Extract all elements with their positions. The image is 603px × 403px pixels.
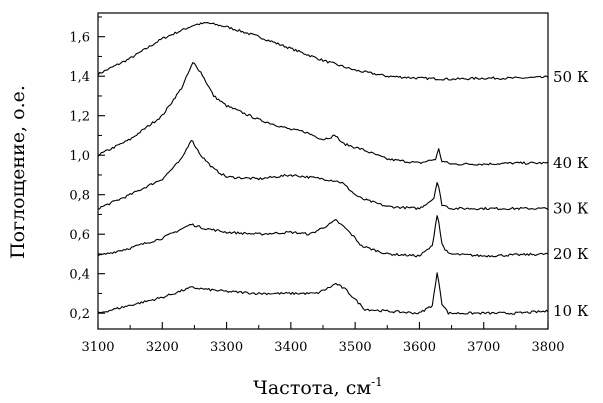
y-tick-label: 0,2 <box>69 307 90 322</box>
y-tick-label: 0,6 <box>69 228 90 243</box>
x-tick-label: 3800 <box>531 340 564 355</box>
y-axis: 0,2 0,4 0,6 0,8 1,0 1,2 1,4 1,6 <box>69 16 105 322</box>
series-labels: 50 К 40 К 30 К 20 К 10 К <box>553 68 589 320</box>
y-tick-label: 1,0 <box>69 149 90 164</box>
series-line <box>97 272 549 315</box>
series-line <box>97 21 549 81</box>
x-tick-label: 3500 <box>339 340 372 355</box>
series-group <box>97 21 549 315</box>
series-label: 40 К <box>553 154 589 172</box>
x-axis-title-text: Частота, см <box>253 377 371 399</box>
x-axis-title: Частота, см-1 <box>253 375 383 399</box>
y-tick-label: 0,4 <box>69 268 90 283</box>
series-line <box>97 139 549 211</box>
series-label: 10 К <box>553 302 589 320</box>
x-tick-label: 3700 <box>467 340 500 355</box>
x-tick-label: 3100 <box>81 340 114 355</box>
x-axis: 3100 3200 3300 3400 3500 3600 3700 3800 <box>81 322 565 355</box>
series-line <box>97 62 549 166</box>
y-tick-label: 1,6 <box>69 31 90 46</box>
y-tick-label: 1,4 <box>69 70 90 85</box>
x-tick-label: 3200 <box>146 340 179 355</box>
x-tick-label: 3600 <box>403 340 436 355</box>
series-label: 20 К <box>553 245 589 263</box>
x-tick-label: 3300 <box>210 340 243 355</box>
series-line <box>97 215 549 258</box>
y-tick-label: 0,8 <box>69 189 90 204</box>
series-label: 50 К <box>553 68 589 86</box>
series-label: 30 К <box>553 200 589 218</box>
x-axis-title-superscript: -1 <box>371 375 383 389</box>
y-axis-title: Поглощение, о.е. <box>7 85 29 259</box>
y-tick-label: 1,2 <box>69 110 90 125</box>
x-tick-label: 3400 <box>274 340 307 355</box>
